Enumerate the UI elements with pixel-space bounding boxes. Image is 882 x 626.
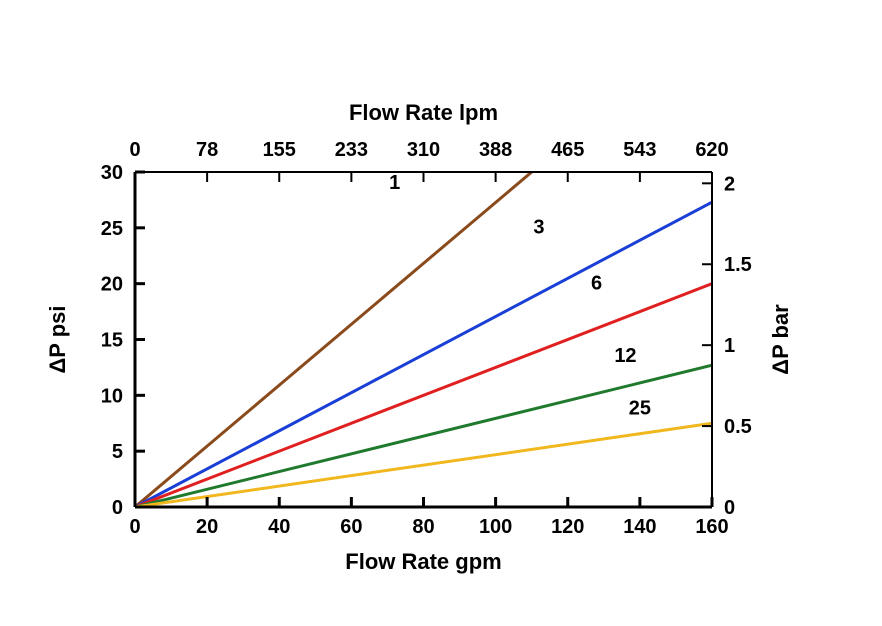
x-top-title: Flow Rate lpm (349, 100, 498, 125)
xb-tick-label: 20 (196, 516, 218, 538)
yl-tick-label: 25 (101, 218, 123, 240)
xt-tick-label: 233 (335, 139, 368, 161)
xb-tick-label: 0 (129, 516, 140, 538)
xb-tick-label: 100 (479, 516, 512, 538)
xt-tick-label: 465 (551, 139, 584, 161)
yr-tick-label: 1 (724, 335, 735, 357)
xt-tick-label: 155 (263, 139, 296, 161)
xb-tick-label: 160 (695, 516, 728, 538)
xt-tick-label: 543 (623, 139, 656, 161)
xb-tick-label: 40 (268, 516, 290, 538)
xt-tick-label: 620 (695, 139, 728, 161)
yl-tick-label: 5 (112, 441, 123, 463)
y-left-title: ΔP psi (45, 306, 70, 374)
yr-tick-label: 2 (724, 173, 735, 195)
xb-tick-label: 120 (551, 516, 584, 538)
yl-tick-label: 30 (101, 162, 123, 184)
series-label-1: 1 (389, 172, 400, 194)
yl-tick-label: 10 (101, 385, 123, 407)
chart-container: 020406080100120140160Flow Rate gpm078155… (0, 0, 882, 626)
series-label-6: 6 (591, 272, 602, 294)
series-label-25: 25 (629, 397, 651, 419)
xt-tick-label: 0 (129, 139, 140, 161)
xt-tick-label: 388 (479, 139, 512, 161)
yl-tick-label: 0 (112, 497, 123, 519)
yr-tick-label: 1.5 (724, 254, 752, 276)
x-bottom-title: Flow Rate gpm (345, 549, 501, 574)
xb-tick-label: 140 (623, 516, 656, 538)
xt-tick-label: 310 (407, 139, 440, 161)
chart-svg: 020406080100120140160Flow Rate gpm078155… (0, 0, 882, 626)
yl-tick-label: 15 (101, 330, 123, 352)
yr-tick-label: 0 (724, 497, 735, 519)
yl-tick-label: 20 (101, 274, 123, 296)
xt-tick-label: 78 (196, 139, 218, 161)
y-right-title: ΔP bar (768, 304, 793, 375)
xb-tick-label: 80 (412, 516, 434, 538)
yr-tick-label: 0.5 (724, 416, 752, 438)
xb-tick-label: 60 (340, 516, 362, 538)
series-label-3: 3 (533, 216, 544, 238)
series-label-12: 12 (614, 345, 636, 367)
